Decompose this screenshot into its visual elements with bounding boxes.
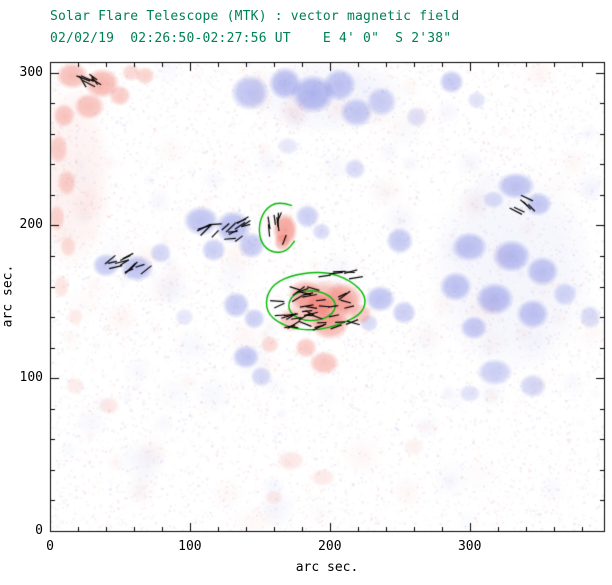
y-tick-label: 300 xyxy=(19,64,43,80)
figure-title: Solar Flare Telescope (MTK) : vector mag… xyxy=(50,9,460,24)
y-tick-label: 200 xyxy=(19,217,43,233)
x-tick-label: 100 xyxy=(178,539,202,554)
y-tick-label: 100 xyxy=(19,370,43,386)
x-tick-label: 200 xyxy=(318,539,342,554)
x-tick-label: 300 xyxy=(457,539,482,554)
x-axis-label: arc sec. xyxy=(295,560,359,575)
x-tick-label: 0 xyxy=(46,539,54,554)
figure-subtitle: 02/02/19 02:26:50-02:27:56 UT E 4' 0" S … xyxy=(50,31,452,46)
y-tick-label: 0 xyxy=(35,523,43,538)
y-axis-label: arc sec. xyxy=(0,264,16,328)
